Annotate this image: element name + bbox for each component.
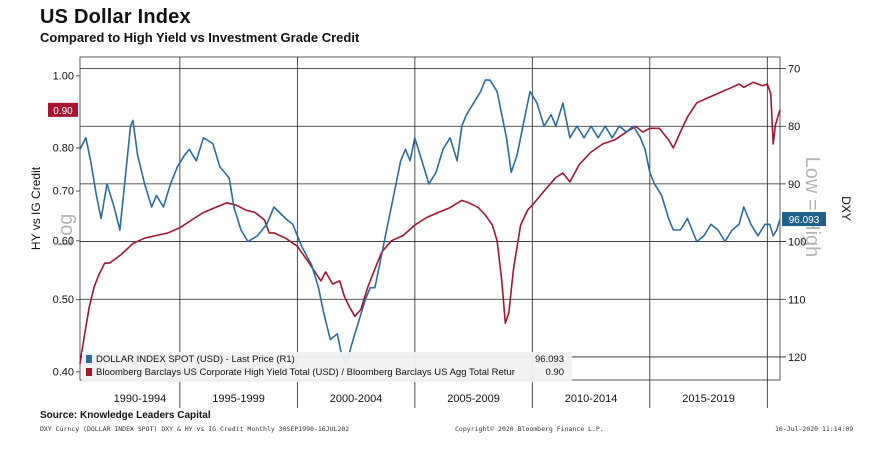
plot-frame bbox=[79, 56, 781, 381]
x-tick-label: 2010-2014 bbox=[565, 393, 618, 405]
right-tick-label: 120 bbox=[788, 352, 806, 364]
legend: DOLLAR INDEX SPOT (USD) - Last Price (R1… bbox=[82, 352, 572, 382]
timestamp: 16-Jul-2020 11:14:09 bbox=[775, 425, 854, 433]
chart-subtitle: Compared to High Yield vs Investment Gra… bbox=[40, 30, 360, 45]
x-tick-label: 2015-2019 bbox=[682, 393, 735, 405]
right-axis-label: DXY bbox=[839, 196, 853, 221]
right-tick-label: 70 bbox=[788, 64, 800, 76]
left-axis-label: HY vs IG Credit bbox=[29, 166, 43, 250]
left-tick-label: 0.80 bbox=[53, 142, 74, 154]
left-tick-label: 0.70 bbox=[53, 186, 74, 198]
legend-entry-name: DOLLAR INDEX SPOT (USD) - Last Price (R1… bbox=[96, 354, 295, 365]
right-tick-label: 80 bbox=[788, 121, 800, 133]
x-tick-label: 2000-2004 bbox=[330, 393, 383, 405]
legend-swatch bbox=[86, 368, 92, 376]
series-line-ratio bbox=[79, 81, 781, 364]
x-tick-label: 2005-2009 bbox=[447, 393, 500, 405]
right-tick-label: 110 bbox=[788, 294, 806, 306]
legend-entry-value: 96.093 bbox=[535, 354, 564, 365]
ticker-info: DXY Curncy (DOLLAR INDEX SPOT) DXY & HY … bbox=[40, 425, 350, 433]
last-value-label-left: 0.90 bbox=[53, 106, 73, 117]
left-tick-label: 0.50 bbox=[53, 294, 74, 306]
series-layer bbox=[79, 79, 781, 364]
last-value-label-right: 96.093 bbox=[789, 215, 820, 226]
chart-title: US Dollar Index bbox=[40, 6, 191, 28]
axis-layer: 1.00 0.80 0.70 0.60 0.50 0.40 HY vs IG Credit 7… bbox=[29, 64, 853, 405]
watermark-layer: Log Low = High bbox=[55, 157, 823, 258]
legend-entry-name: Bloomberg Barclays US Corporate High Yie… bbox=[96, 367, 515, 378]
copyright: Copyright© 2020 Bloomberg Finance L.P. bbox=[455, 425, 604, 433]
x-tick-label: 1995-1999 bbox=[212, 393, 265, 405]
legend-swatch bbox=[86, 355, 92, 363]
x-tick-label: 1990-1994 bbox=[114, 393, 167, 405]
series-line-dxy bbox=[79, 79, 781, 364]
source-note: Source: Knowledge Leaders Capital bbox=[40, 410, 211, 421]
legend-entry-value: 0.90 bbox=[546, 367, 565, 378]
legend-box bbox=[82, 352, 572, 382]
right-tick-label: 100 bbox=[788, 237, 806, 249]
left-tick-label: 0.60 bbox=[53, 235, 74, 247]
left-tick-label: 0.40 bbox=[53, 366, 74, 378]
last-value-tag-right bbox=[782, 212, 826, 227]
last-value-tag-left bbox=[48, 102, 78, 117]
right-tick-label: 90 bbox=[788, 179, 800, 191]
left-tick-label: 1.00 bbox=[53, 70, 74, 82]
right-axis-watermark: Low = High bbox=[801, 157, 823, 258]
left-axis-watermark: Log bbox=[55, 214, 77, 247]
